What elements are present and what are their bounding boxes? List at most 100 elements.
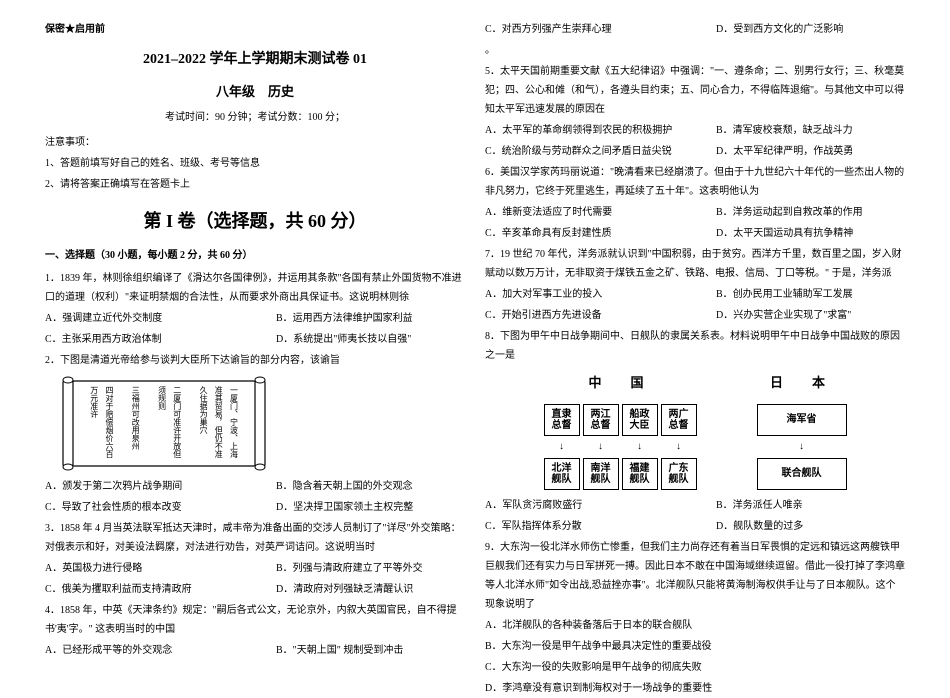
q8-opt-d: D．舰队数量的过多 (716, 517, 803, 536)
q8-opt-c: C．军队指挥体系分散 (485, 517, 716, 536)
q8-options-cd: C．军队指挥体系分散 D．舰队数量的过多 (485, 517, 905, 536)
q1-options-cd: C．主张采用西方政治体制 D．系统提出"师夷长技以自强" (45, 330, 465, 349)
q7-options-cd: C．开始引进西方先进设备 D．兴办实营企业实现了"求富" (485, 306, 905, 325)
q1-opt-d: D．系统提出"师夷长技以自强" (276, 330, 411, 349)
diagram-japan: 日 本 海军省 ↓ 联合舰队 (757, 371, 847, 490)
q1-options-ab: A．强调建立近代外交制度 B．运用西方法律维护国家利益 (45, 309, 465, 328)
q6-opt-a: A．维新变法适应了时代需要 (485, 203, 716, 222)
q6-opt-b: B．洋务运动起到自救改革的作用 (716, 203, 863, 222)
question-8: 8．下图为甲午中日战争期间中、日舰队的隶属关系表。材料说明甲午中日战争中国战败的… (485, 327, 905, 365)
arrow-jp: ↓ (757, 442, 847, 452)
q2-opt-d: D．坚决捍卫国家领土主权完整 (276, 498, 413, 517)
q5-options-cd: C．统治阶级与劳动群众之间矛盾日益尖锐 D．太平军纪律严明，作战英勇 (485, 142, 905, 161)
q3-opt-d: D．清政府对列强缺乏清醒认识 (276, 580, 413, 599)
scroll-line-4: 四对于赔偿烟价六百万元准许 (87, 386, 117, 461)
q7-opt-a: A．加大对军事工业的投入 (485, 285, 716, 304)
q9-opt-c: C．大东沟一役的失败影响是甲午战争的彻底失败 (485, 658, 905, 677)
scroll-line-1: 一厦门、宁波、上海准其贸易，但仍不准久住据为巢穴 (196, 386, 242, 461)
box-guangdong: 广东舰队 (661, 458, 697, 490)
confidential-mark: 保密★启用前 (45, 20, 465, 39)
q6-opt-d: D．太平天国运动具有抗争精神 (716, 224, 853, 243)
section-1-sub: 一、选择题（30 小题，每小题 2 分，共 60 分） (45, 246, 465, 265)
question-7: 7．19 世纪 70 年代，洋务派就认识到"中国积弱，由于贫穷。西洋方千里，数百… (485, 245, 905, 283)
q7-options-ab: A．加大对军事工业的投入 B．创办民用工业辅助军工发展 (485, 285, 905, 304)
q6-opt-c: C．辛亥革命具有反封建性质 (485, 224, 716, 243)
q1-opt-b: B．运用西方法律维护国家利益 (276, 309, 413, 328)
question-1: 1．1839 年，林则徐组织编译了《滑达尔各国律例》，并运用其条款"各国有禁止外… (45, 269, 465, 307)
box-navy-ministry: 海军省 (757, 404, 847, 436)
notes-label: 注意事项： (45, 133, 465, 152)
question-9: 9．大东沟一役北洋水师伤亡惨重，但我们主力尚存还有着当日军畏惧的定远和镇远这两艘… (485, 538, 905, 614)
q2-opt-a: A．颁发于第二次鸦片战争期间 (45, 477, 276, 496)
scroll-line-3: 三福州可改用泉州 (128, 386, 143, 461)
arrow-1: ↓ (544, 442, 580, 452)
box-liangguang: 两广总督 (661, 404, 697, 436)
q4-opt-c: C．对西方列强产生崇拜心理 (485, 20, 716, 39)
question-5: 5．太平天国前期重要文献《五大纪律诏》中强调："一、遵条命；二、别男行女行；三、… (485, 62, 905, 119)
q8-options-ab: A．军队贪污腐败盛行 B．洋务派任人唯亲 (485, 496, 905, 515)
q7-opt-b: B．创办民用工业辅助军工发展 (716, 285, 853, 304)
box-beiyang: 北洋舰队 (544, 458, 580, 490)
box-fujian: 福建舰队 (622, 458, 658, 490)
question-3: 3．1858 年 4 月当英法联军抵达天津时，咸丰帝为准备出面的交涉人员制订了"… (45, 519, 465, 557)
q4-options-cd: C．对西方列强产生崇拜心理 D．受到西方文化的广泛影响 (485, 20, 905, 39)
question-4: 4．1858 年，中英《天津条约》规定："嗣后各式公文，无论京外，内叙大英国官民… (45, 601, 465, 639)
box-chuanzheng: 船政大臣 (622, 404, 658, 436)
title-main: 2021–2022 学年上学期期末测试卷 01 (45, 47, 465, 74)
q6-options-cd: C．辛亥革命具有反封建性质 D．太平天国运动具有抗争精神 (485, 224, 905, 243)
section-1-header: 第 I 卷（选择题，共 60 分） (45, 204, 465, 238)
box-zhili: 直隶总督 (544, 404, 580, 436)
q2-opt-b: B．隐含着天朝上国的外交观念 (276, 477, 413, 496)
q9-opt-d: D．李鸿章没有意识到制海权对于一场战争的重要性 (485, 679, 905, 698)
q7-opt-c: C．开始引进西方先进设备 (485, 306, 716, 325)
q8-opt-a: A．军队贪污腐败盛行 (485, 496, 716, 515)
diagram-china-title: 中 国 (588, 371, 651, 396)
diagram-japan-title: 日 本 (770, 371, 833, 396)
japan-top-row: 海军省 (757, 404, 847, 436)
q7-opt-d: D．兴办实营企业实现了"求富" (716, 306, 851, 325)
q1-opt-c: C．主张采用西方政治体制 (45, 330, 276, 349)
q4-opt-a: A．已经形成平等的外交观念 (45, 641, 276, 660)
q5-opt-c: C．统治阶级与劳动群众之间矛盾日益尖锐 (485, 142, 716, 161)
q3-opt-a: A．英国极力进行侵略 (45, 559, 276, 578)
japan-arrows: ↓ (757, 442, 847, 452)
q5-opt-b: B．清军疲校衰颓，缺乏战斗力 (716, 121, 853, 140)
arrow-2: ↓ (583, 442, 619, 452)
q5-opt-d: D．太平军纪律严明，作战英勇 (716, 142, 853, 161)
left-column: 保密★启用前 2021–2022 学年上学期期末测试卷 01 八年级 历史 考试… (35, 20, 475, 652)
japan-bottom-row: 联合舰队 (757, 458, 847, 490)
stray-dot: 。 (485, 41, 905, 60)
q4-opt-b: B．"天朝上国" 规制受到冲击 (276, 641, 403, 660)
q3-opt-c: C．俄美为攫取利益而支持清政府 (45, 580, 276, 599)
question-2: 2．下图是清道光帝给参与谈判大臣所下达谕旨的部分内容，该谕旨 (45, 351, 465, 370)
q1-opt-a: A．强调建立近代外交制度 (45, 309, 276, 328)
box-nanyang: 南洋舰队 (583, 458, 619, 490)
q5-options-ab: A．太平军的革命纲领得到农民的积极拥护 B．清军疲校衰颓，缺乏战斗力 (485, 121, 905, 140)
right-column: C．对西方列强产生崇拜心理 D．受到西方文化的广泛影响 。 5．太平天国前期重要… (475, 20, 915, 652)
q2-options-cd: C．导致了社会性质的根本改变 D．坚决捍卫国家领土主权完整 (45, 498, 465, 517)
q4-options-ab: A．已经形成平等的外交观念 B．"天朝上国" 规制受到冲击 (45, 641, 465, 660)
fleet-diagram: 中 国 直隶总督 两江总督 船政大臣 两广总督 ↓ ↓ ↓ ↓ 北洋舰队 南洋舰… (485, 371, 905, 490)
question-6: 6．美国汉学家芮玛丽说道："晚清看来已经崩溃了。但由于十九世纪六十年代的一些杰出… (485, 163, 905, 201)
arrow-3: ↓ (622, 442, 658, 452)
q6-options-ab: A．维新变法适应了时代需要 B．洋务运动起到自救改革的作用 (485, 203, 905, 222)
china-bottom-row: 北洋舰队 南洋舰队 福建舰队 广东舰队 (544, 458, 697, 490)
china-arrows: ↓ ↓ ↓ ↓ (544, 442, 697, 452)
q3-options-cd: C．俄美为攫取利益而支持清政府 D．清政府对列强缺乏清醒认识 (45, 580, 465, 599)
scroll-image: 一厦门、宁波、上海准其贸易，但仍不准久住据为巢穴 二厦门可准许开放但须规则 三福… (59, 376, 269, 471)
q9-opt-a: A．北洋舰队的各种装备落后于日本的联合舰队 (485, 616, 905, 635)
box-liangjiang: 两江总督 (583, 404, 619, 436)
q3-options-ab: A．英国极力进行侵略 B．列强与清政府建立了平等外交 (45, 559, 465, 578)
china-top-row: 直隶总督 两江总督 船政大臣 两广总督 (544, 404, 697, 436)
q8-opt-b: B．洋务派任人唯亲 (716, 496, 803, 515)
exam-info: 考试时间：90 分钟；考试分数：100 分； (45, 108, 465, 127)
q9-opt-b: B．大东沟一役是甲午战争中最具决定性的重要战役 (485, 637, 905, 656)
q2-opt-c: C．导致了社会性质的根本改变 (45, 498, 276, 517)
subtitle: 八年级 历史 (45, 80, 465, 105)
note-1: 1、答题前填写好自己的姓名、班级、考号等信息 (45, 154, 465, 173)
q5-opt-a: A．太平军的革命纲领得到农民的积极拥护 (485, 121, 716, 140)
q4-opt-d: D．受到西方文化的广泛影响 (716, 20, 843, 39)
q2-options-ab: A．颁发于第二次鸦片战争期间 B．隐含着天朝上国的外交观念 (45, 477, 465, 496)
scroll-text-container: 一厦门、宁波、上海准其贸易，但仍不准久住据为巢穴 二厦门可准许开放但须规则 三福… (81, 386, 247, 461)
arrow-4: ↓ (661, 442, 697, 452)
